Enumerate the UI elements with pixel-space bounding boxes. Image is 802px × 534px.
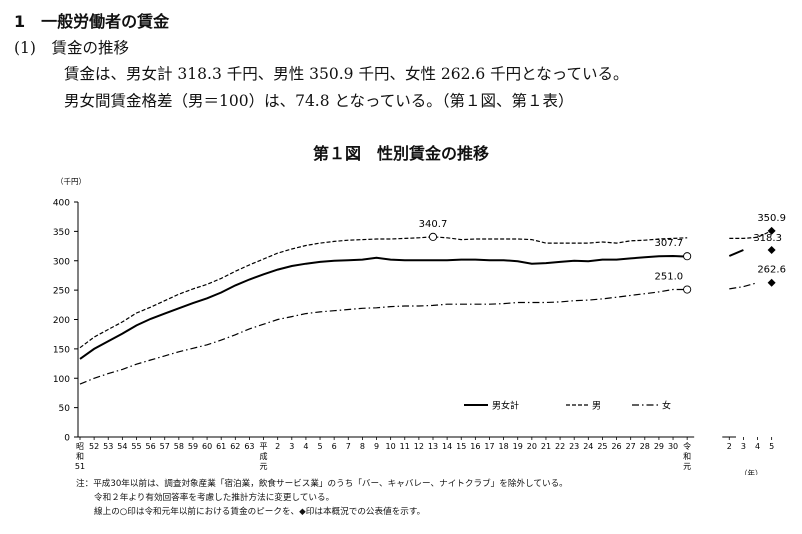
x-tick-label: 5: [769, 442, 774, 451]
note-line-3: 線上の○印は令和元年以前における賃金のピークを、◆印は本概況での公表値を示す。: [94, 507, 426, 517]
x-tick-label: 28: [640, 442, 650, 451]
x-tick-label: 25: [597, 442, 607, 451]
x-tick-label: 62: [230, 442, 240, 451]
data-label: 251.0: [655, 272, 684, 283]
x-tick-label: 27: [626, 442, 636, 451]
x-tick-label: 平成元: [260, 442, 268, 471]
x-tick-label: 11: [400, 442, 410, 451]
y-axis-label: （千円）: [56, 176, 86, 186]
x-tick-label: 15: [456, 442, 466, 451]
subsection-heading: (1) 賃金の推移: [14, 39, 129, 57]
x-tick-label: 9: [374, 442, 379, 451]
y-tick-label: 0: [64, 434, 70, 444]
x-tick-label: 14: [442, 442, 452, 451]
summary-paragraph-2: 男女間賃金格差（男＝100）は、74.8 となっている。（第１図、第１表）: [64, 92, 574, 110]
x-tick-label: 17: [484, 442, 494, 451]
x-tick-label: 22: [555, 442, 565, 451]
published-value-marker: [767, 278, 776, 287]
x-tick-label: 7: [346, 442, 351, 451]
series-line-男: [729, 230, 772, 240]
y-tick-label: 350: [53, 228, 70, 238]
series-line-男女計: [79, 254, 688, 360]
x-tick-label: 23: [569, 442, 579, 451]
x-tick-label: 54: [117, 442, 127, 451]
y-tick-label: 100: [53, 375, 70, 385]
x-tick-label: 令和元: [683, 441, 691, 471]
x-tick-label: 59: [188, 442, 198, 451]
x-tick-label: 63: [244, 442, 254, 451]
x-tick-label: 58: [174, 442, 184, 451]
data-label: 307.7: [655, 238, 684, 249]
y-tick-label: 200: [53, 316, 70, 326]
x-tick-label: 6: [332, 442, 337, 451]
y-tick-label: 400: [53, 199, 70, 209]
series-line-女: [729, 282, 758, 290]
series-line-男: [79, 236, 688, 349]
x-tick-label: 21: [541, 442, 551, 451]
data-label: 262.6: [757, 265, 786, 276]
x-tick-label: 10: [386, 442, 396, 451]
summary-paragraph-1: 賃金は、男女計 318.3 千円、男性 350.9 千円、女性 262.6 千円…: [64, 65, 629, 83]
x-tick-label: 2: [727, 442, 732, 451]
x-tick-label: 52: [89, 442, 99, 451]
y-tick-label: 50: [59, 404, 71, 414]
x-tick-label: 13: [428, 442, 438, 451]
x-tick-label: 26: [611, 442, 621, 451]
x-tick-label: 4: [755, 442, 760, 451]
data-label: 318.3: [753, 233, 782, 244]
series-line-女: [79, 288, 688, 385]
y-tick-label: 300: [53, 257, 70, 267]
published-value-marker: [767, 245, 776, 254]
x-tick-label: 2: [275, 442, 280, 451]
x-tick-label: 29: [654, 442, 664, 451]
legend-label: 男: [592, 401, 601, 412]
peak-marker: [428, 232, 438, 241]
x-tick-label: 5: [317, 442, 322, 451]
x-tick-label: 20: [527, 442, 537, 451]
published-value-marker: [767, 226, 776, 235]
x-tick-label: 60: [202, 442, 212, 451]
x-axis-label: （年）: [740, 468, 763, 475]
x-tick-label: 昭和 51: [75, 442, 85, 471]
x-tick-label: 3: [289, 442, 294, 451]
x-tick-label: 30: [668, 442, 678, 451]
x-tick-label: 24: [583, 442, 593, 451]
x-tick-label: 56: [146, 442, 156, 451]
note-line-1: 注：平成30年以前は、調査対象産業「宿泊業，飲食サービス業」のうち「バー、キャバ…: [76, 479, 568, 489]
peak-marker: [683, 285, 692, 294]
x-tick-label: 4: [303, 442, 308, 451]
x-tick-label: 19: [513, 442, 523, 451]
data-label: 350.9: [757, 213, 786, 224]
x-tick-label: 3: [741, 442, 746, 451]
x-tick-label: 8: [360, 442, 365, 451]
x-tick-label: 57: [160, 442, 170, 451]
y-tick-label: 150: [53, 345, 70, 355]
legend-label: 男女計: [492, 400, 519, 412]
x-tick-label: 53: [103, 442, 113, 451]
x-tick-label: 55: [131, 442, 141, 451]
legend-label: 女: [662, 400, 671, 412]
x-tick-label: 61: [216, 442, 226, 451]
y-tick-label: 250: [53, 287, 70, 297]
x-tick-label: 18: [499, 442, 509, 451]
section-heading: 1 一般労働者の賃金: [14, 12, 170, 31]
chart-title: 第１図 性別賃金の推移: [312, 144, 489, 163]
series-line-男女計: [728, 249, 744, 257]
peak-marker: [683, 252, 692, 261]
x-tick-label: 12: [414, 442, 424, 451]
data-label: 340.7: [419, 219, 448, 230]
x-tick-label: 16: [470, 442, 480, 451]
note-line-2: 令和２年より有効回答率を考慮した推計方法に変更している。: [94, 493, 335, 503]
